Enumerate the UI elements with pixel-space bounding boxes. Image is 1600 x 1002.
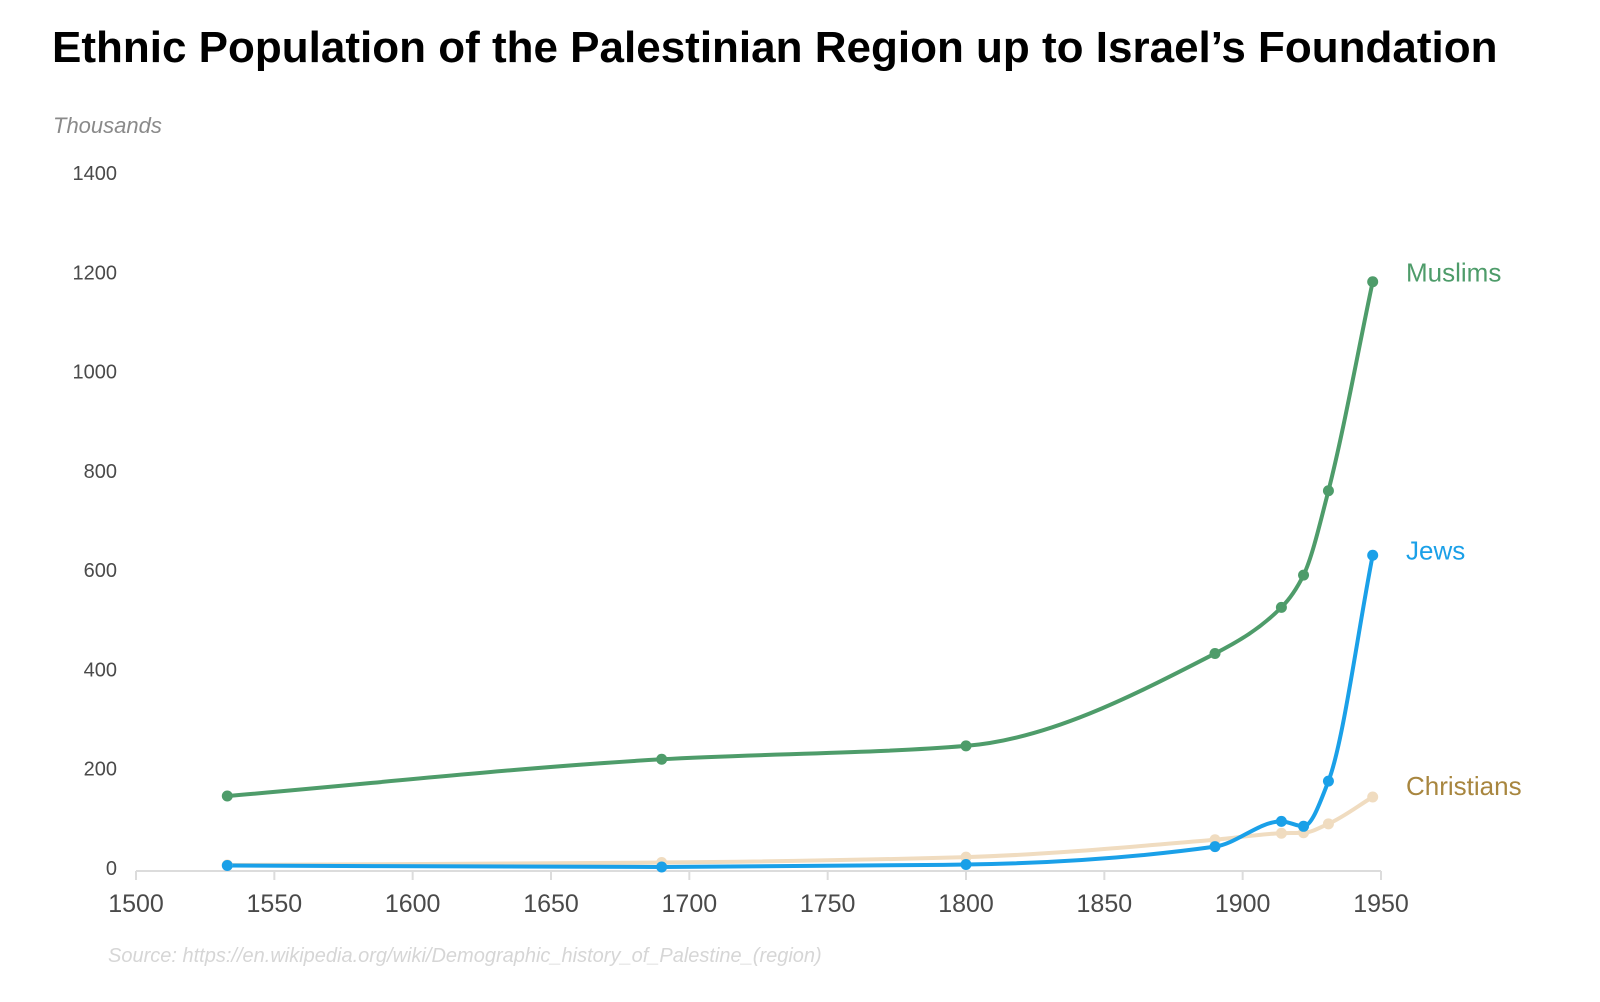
data-point-christians [1275, 827, 1287, 839]
data-point-muslims [656, 753, 668, 765]
series-label-jews: Jews [1406, 535, 1465, 565]
y-tick-label: 200 [84, 759, 117, 781]
data-point-christians [1367, 791, 1379, 803]
x-tick-label: 1600 [385, 890, 441, 918]
y-tick-label: 400 [84, 659, 117, 681]
y-axis-ticks: 0 200 400 600 800 1000 1200 1400 [73, 163, 118, 880]
series-line-muslims [225, 279, 1375, 799]
x-tick-label: 1750 [800, 890, 856, 918]
data-point-jews [1367, 549, 1379, 561]
series-label-christians: Christians [1406, 771, 1522, 801]
series-points [221, 276, 1379, 873]
x-tick-label: 1850 [1077, 890, 1133, 918]
y-tick-label: 600 [84, 560, 117, 582]
data-point-muslims [1209, 648, 1221, 660]
y-axis-unit-label: Thousands [53, 113, 162, 138]
series-label-muslims: Muslims [1406, 258, 1501, 288]
data-point-jews [960, 859, 972, 871]
data-point-jews [1298, 820, 1310, 832]
data-point-jews [1275, 815, 1287, 827]
x-tick-label: 1550 [247, 890, 303, 918]
data-point-muslims [221, 790, 233, 802]
data-point-jews [1209, 841, 1221, 853]
data-point-christians [1322, 818, 1334, 830]
y-tick-label: 800 [84, 461, 117, 483]
y-tick-label: 1400 [73, 163, 118, 185]
series-line-christians [225, 795, 1375, 868]
x-tick-label: 1500 [108, 890, 164, 918]
x-tick-label: 1650 [523, 890, 579, 918]
data-point-muslims [1298, 569, 1310, 581]
x-tick-label: 1700 [662, 890, 718, 918]
data-point-muslims [1322, 485, 1334, 497]
x-axis-ticks: 1500 1550 1600 1650 1700 1750 1800 1850 1900 1950 [108, 871, 1409, 918]
x-tick-label: 1900 [1215, 890, 1271, 918]
series-line-jews [225, 553, 1375, 870]
data-point-muslims [1367, 276, 1379, 288]
data-point-jews [221, 860, 233, 872]
y-tick-label: 1000 [73, 362, 118, 384]
data-point-muslims [1275, 601, 1287, 613]
data-point-muslims [960, 740, 972, 752]
x-tick-label: 1950 [1353, 890, 1409, 918]
chart-title: Ethnic Population of the Palestinian Reg… [52, 23, 1498, 72]
data-point-jews [656, 861, 668, 873]
y-tick-label: 1200 [73, 262, 118, 284]
source-note: Source: https://en.wikipedia.org/wiki/De… [108, 945, 822, 967]
series-labels: Muslims Jews Christians [1406, 258, 1522, 801]
y-tick-label: 0 [106, 858, 117, 880]
data-point-jews [1322, 775, 1334, 787]
x-tick-label: 1800 [938, 890, 994, 918]
series-lines [225, 279, 1375, 870]
